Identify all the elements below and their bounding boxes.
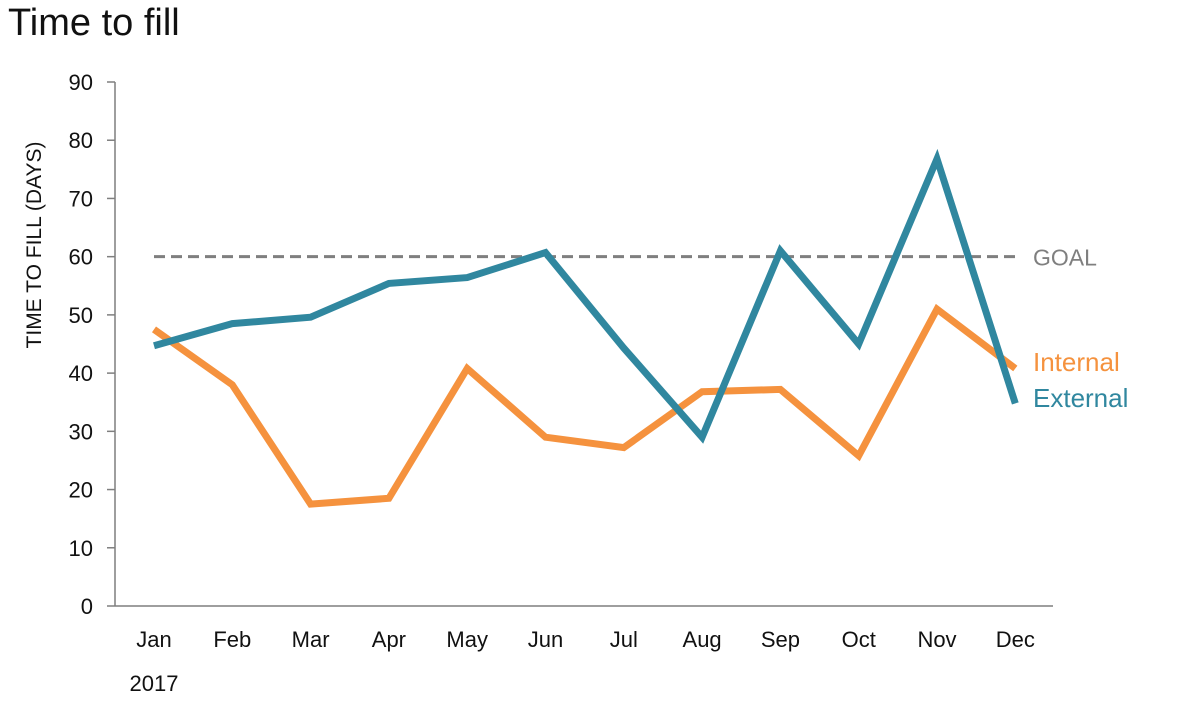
y-tick-label: 30 bbox=[69, 419, 93, 444]
y-tick-label: 10 bbox=[69, 536, 93, 561]
y-axis-title: TIME TO FILL (DAYS) bbox=[23, 142, 46, 349]
x-tick-label: Jun bbox=[528, 627, 563, 652]
x-tick-label: Nov bbox=[917, 627, 956, 652]
chart-title: Time to fill bbox=[8, 2, 180, 44]
y-tick-label: 20 bbox=[69, 478, 93, 503]
x-tick-label: Sep bbox=[761, 627, 800, 652]
series-line-external bbox=[153, 148, 1019, 444]
series-label-external: External bbox=[1033, 383, 1128, 413]
y-tick-label: 40 bbox=[69, 361, 93, 386]
x-tick-label: Mar bbox=[292, 627, 330, 652]
x-tick-label: Feb bbox=[213, 627, 251, 652]
y-tick-label: 80 bbox=[69, 128, 93, 153]
x-tick-label: Jul bbox=[610, 627, 638, 652]
series-label-internal: Internal bbox=[1033, 347, 1120, 377]
x-tick-label: Apr bbox=[372, 627, 406, 652]
x-tick-label: Aug bbox=[683, 627, 722, 652]
goal-label: GOAL bbox=[1033, 245, 1097, 271]
y-tick-label: 60 bbox=[69, 245, 93, 270]
x-tick-label: May bbox=[446, 627, 488, 652]
y-tick-label: 90 bbox=[69, 70, 93, 95]
y-tick-label: 70 bbox=[69, 186, 93, 211]
x-year-label: 2017 bbox=[130, 671, 179, 696]
x-tick-label: Jan bbox=[136, 627, 171, 652]
y-tick-label: 0 bbox=[81, 594, 93, 619]
y-tick-label: 50 bbox=[69, 303, 93, 328]
x-tick-label: Dec bbox=[996, 627, 1035, 652]
x-tick-label: Oct bbox=[842, 627, 876, 652]
series-line-internal bbox=[151, 303, 1018, 508]
